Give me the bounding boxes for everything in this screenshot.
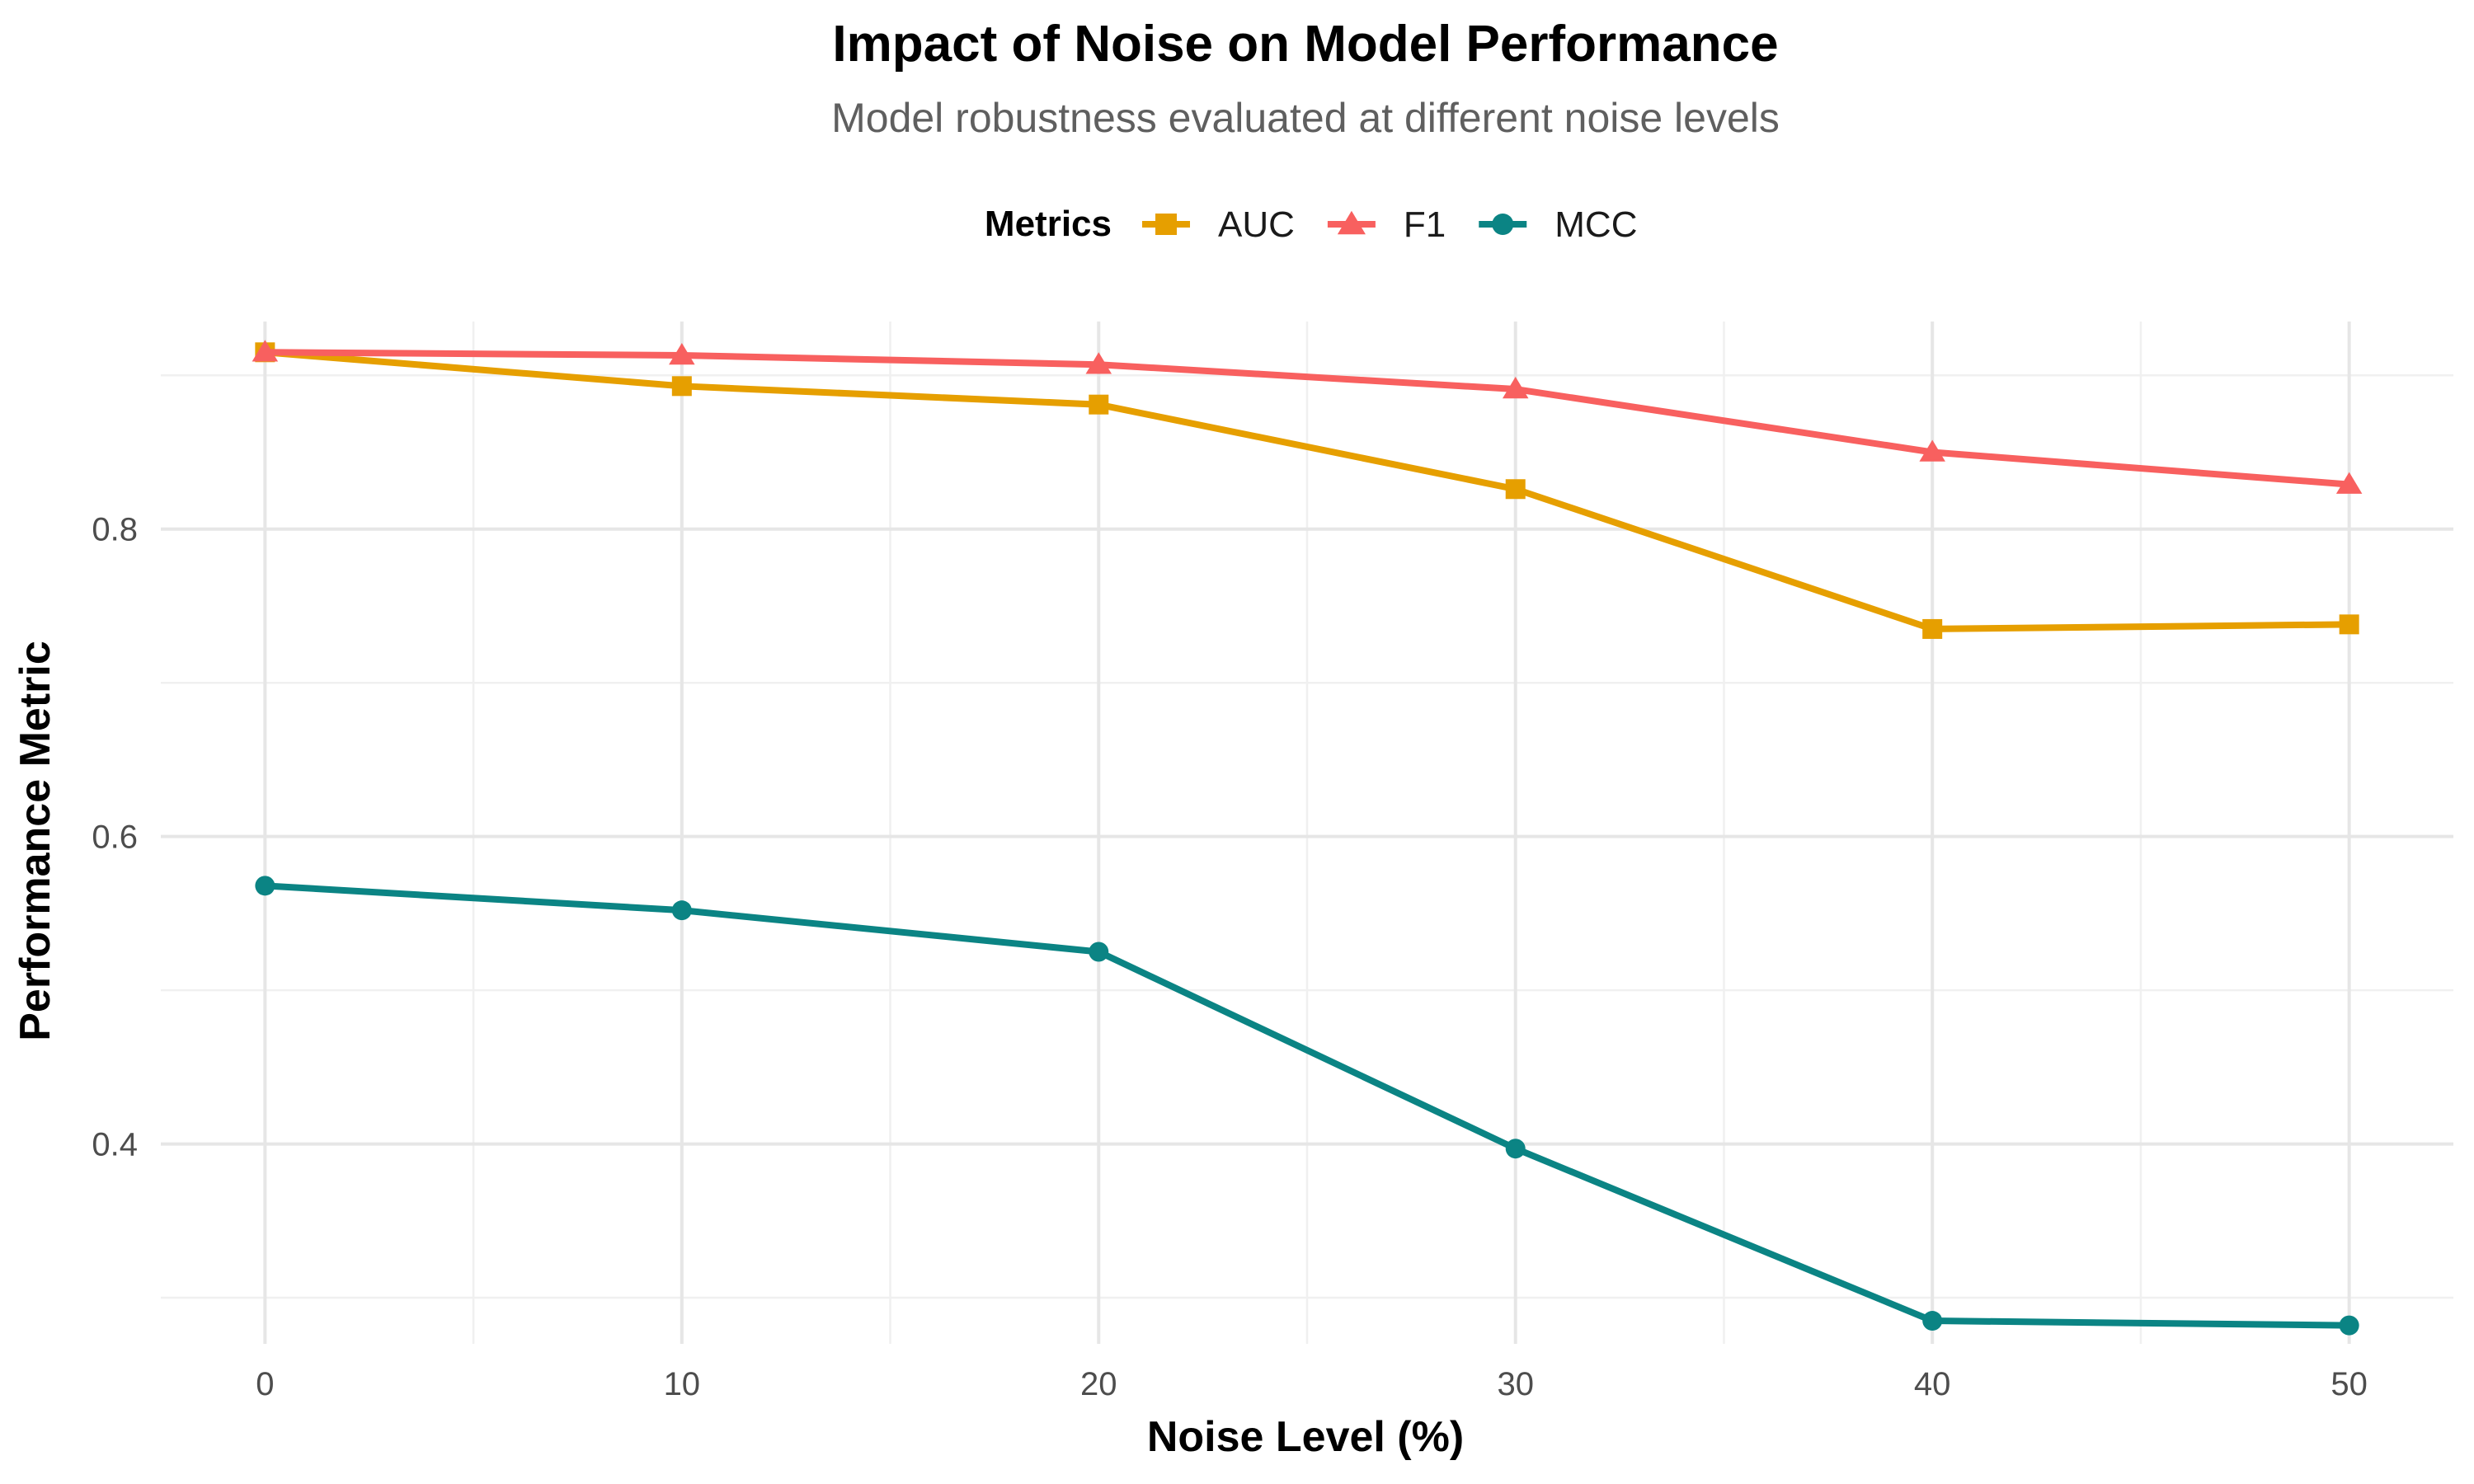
legend: Metrics AUC F1 MCC <box>985 204 1638 245</box>
series-line-mcc <box>261 882 2353 1329</box>
chart-title: Impact of Noise on Model Performance <box>832 16 1778 73</box>
data-point-mcc <box>1505 1139 1526 1159</box>
data-point-auc <box>2339 614 2359 635</box>
data-point-f1 <box>1919 439 1945 462</box>
legend-label: F1 <box>1404 204 1446 245</box>
series-mcc <box>255 876 2359 1336</box>
legend-item-mcc: MCC <box>1479 204 1637 245</box>
data-point-mcc <box>1922 1311 1943 1331</box>
data-point-auc <box>671 376 692 397</box>
grid <box>161 322 2453 1344</box>
legend-item-auc: AUC <box>1142 204 1295 245</box>
chart-subtitle: Model robustness evaluated at different … <box>831 95 1780 141</box>
x-axis-ticks: 0 10 20 30 40 50 <box>256 1366 2368 1402</box>
data-point-f1 <box>1502 377 1529 399</box>
data-point-mcc <box>671 900 692 921</box>
y-axis-ticks: 0.4 0.6 0.8 <box>92 512 138 1163</box>
y-axis-title: Performance Metric <box>12 641 59 1041</box>
legend-label: MCC <box>1554 204 1637 245</box>
legend-key-marker <box>1155 214 1177 235</box>
legend-key-marker <box>1337 210 1366 235</box>
data-point-mcc <box>2339 1315 2359 1336</box>
x-axis-title: Noise Level (%) <box>1147 1413 1464 1461</box>
data-point-f1 <box>252 340 279 362</box>
x-tick-label: 10 <box>664 1366 701 1402</box>
legend-title: Metrics <box>985 204 1112 244</box>
series-line-auc <box>261 349 2353 632</box>
data-point-auc <box>1922 618 1943 639</box>
y-tick-label: 0.4 <box>92 1127 138 1163</box>
legend-key-marker <box>1492 214 1514 235</box>
y-tick-label: 0.8 <box>92 512 138 548</box>
data-point-mcc <box>1089 942 1109 962</box>
x-tick-label: 50 <box>2331 1366 2368 1402</box>
x-tick-label: 40 <box>1914 1366 1951 1402</box>
legend-label: AUC <box>1218 204 1295 245</box>
legend-item-f1: F1 <box>1327 204 1446 245</box>
series-line-f1 <box>261 349 2353 488</box>
data-point-f1 <box>669 343 695 365</box>
data-point-auc <box>1089 394 1109 415</box>
series-layer <box>252 340 2363 1336</box>
data-point-f1 <box>1085 352 1112 374</box>
series-f1 <box>252 340 2363 494</box>
data-point-f1 <box>2335 472 2363 494</box>
data-point-auc <box>1505 479 1526 500</box>
y-tick-label: 0.6 <box>92 819 138 856</box>
x-tick-label: 30 <box>1497 1366 1534 1402</box>
x-tick-label: 0 <box>256 1366 274 1402</box>
x-tick-label: 20 <box>1080 1366 1117 1402</box>
data-point-mcc <box>255 876 275 896</box>
